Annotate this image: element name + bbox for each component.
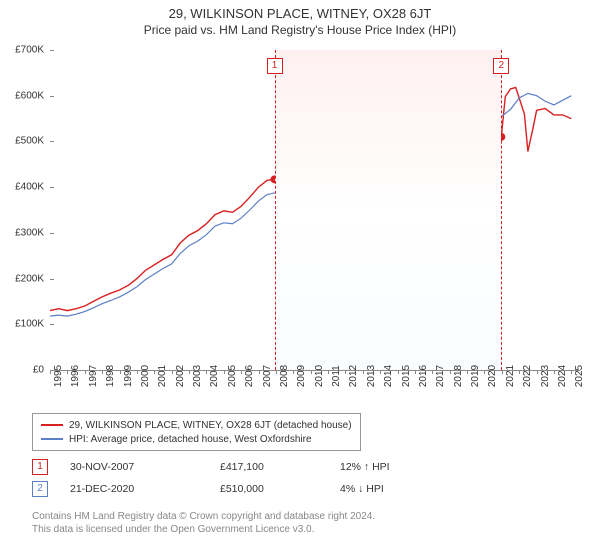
- x-axis-label: 1997: [88, 365, 99, 387]
- x-axis-label: 2020: [487, 365, 498, 387]
- legend: 29, WILKINSON PLACE, WITNEY, OX28 6JT (d…: [32, 413, 361, 451]
- legend-swatch: [41, 438, 63, 440]
- transaction-date: 21-DEC-2020: [70, 483, 220, 495]
- x-axis-label: 2014: [383, 365, 394, 387]
- x-axis-label: 2024: [557, 365, 568, 387]
- x-axis-label: 2013: [366, 365, 377, 387]
- x-axis-label: 2015: [401, 365, 412, 387]
- x-axis-label: 2005: [227, 365, 238, 387]
- x-axis-label: 2019: [470, 365, 481, 387]
- legend-row: 29, WILKINSON PLACE, WITNEY, OX28 6JT (d…: [41, 418, 352, 432]
- x-axis: 1995199619971998199920002001200220032004…: [50, 372, 580, 412]
- transaction-delta: 12% ↑ HPI: [340, 461, 460, 473]
- transaction-marker: 2: [32, 481, 48, 497]
- transactions-table: 1 30-NOV-2007£417,10012% ↑ HPI 2 21-DEC-202…: [32, 456, 460, 500]
- y-axis-label: £300K: [15, 227, 44, 238]
- x-axis-label: 2009: [296, 365, 307, 387]
- x-axis-label: 2016: [418, 365, 429, 387]
- plot-area: 12: [50, 50, 580, 371]
- chart-container: 29, WILKINSON PLACE, WITNEY, OX28 6JT Pr…: [0, 0, 600, 560]
- event-marker: 1: [267, 58, 283, 74]
- x-axis-label: 2025: [574, 365, 585, 387]
- y-axis-label: £600K: [15, 90, 44, 101]
- title-block: 29, WILKINSON PLACE, WITNEY, OX28 6JT Pr…: [0, 0, 600, 37]
- x-axis-label: 2011: [331, 365, 342, 387]
- x-axis-label: 2007: [262, 365, 273, 387]
- x-axis-label: 2000: [140, 365, 151, 387]
- y-axis-label: £100K: [15, 319, 44, 330]
- x-axis-label: 2021: [505, 365, 516, 387]
- chart-title-address: 29, WILKINSON PLACE, WITNEY, OX28 6JT: [0, 6, 600, 21]
- transaction-row: 1 30-NOV-2007£417,10012% ↑ HPI: [32, 456, 460, 478]
- legend-row: HPI: Average price, detached house, West…: [41, 432, 352, 446]
- x-axis-label: 1999: [123, 365, 134, 387]
- x-axis-label: 2002: [175, 365, 186, 387]
- chart-subtitle: Price paid vs. HM Land Registry's House …: [0, 23, 600, 37]
- x-axis-label: 2010: [314, 365, 325, 387]
- x-axis-label: 2018: [453, 365, 464, 387]
- y-axis-label: £500K: [15, 136, 44, 147]
- x-axis-label: 2004: [209, 365, 220, 387]
- transaction-row: 2 21-DEC-2020£510,0004% ↓ HPI: [32, 478, 460, 500]
- x-axis-label: 2012: [348, 365, 359, 387]
- transaction-delta: 4% ↓ HPI: [340, 483, 460, 495]
- x-axis-label: 1996: [70, 365, 81, 387]
- legend-label: 29, WILKINSON PLACE, WITNEY, OX28 6JT (d…: [69, 420, 352, 431]
- y-axis-label: £700K: [15, 45, 44, 56]
- event-marker: 2: [493, 58, 509, 74]
- transaction-price: £510,000: [220, 483, 340, 495]
- event-vline: [501, 50, 502, 370]
- x-axis-label: 1998: [105, 365, 116, 387]
- y-axis-label: £0: [33, 365, 44, 376]
- x-axis-label: 1995: [53, 365, 64, 387]
- legend-label: HPI: Average price, detached house, West…: [69, 434, 312, 445]
- x-axis-label: 2006: [244, 365, 255, 387]
- y-axis-label: £200K: [15, 273, 44, 284]
- attribution: Contains HM Land Registry data © Crown c…: [32, 510, 375, 536]
- transaction-marker: 1: [32, 459, 48, 475]
- transaction-date: 30-NOV-2007: [70, 461, 220, 473]
- legend-swatch: [41, 424, 63, 426]
- y-axis-label: £400K: [15, 182, 44, 193]
- x-axis-label: 2023: [540, 365, 551, 387]
- transaction-price: £417,100: [220, 461, 340, 473]
- x-axis-label: 2017: [435, 365, 446, 387]
- y-axis: £0£100K£200K£300K£400K£500K£600K£700K: [0, 50, 48, 370]
- x-axis-label: 2003: [192, 365, 203, 387]
- attribution-line1: Contains HM Land Registry data © Crown c…: [32, 510, 375, 523]
- event-vline: [275, 50, 276, 370]
- x-axis-label: 2022: [522, 365, 533, 387]
- x-axis-label: 2001: [157, 365, 168, 387]
- shaded-region: [275, 50, 502, 370]
- x-axis-label: 2008: [279, 365, 290, 387]
- attribution-line2: This data is licensed under the Open Gov…: [32, 523, 375, 536]
